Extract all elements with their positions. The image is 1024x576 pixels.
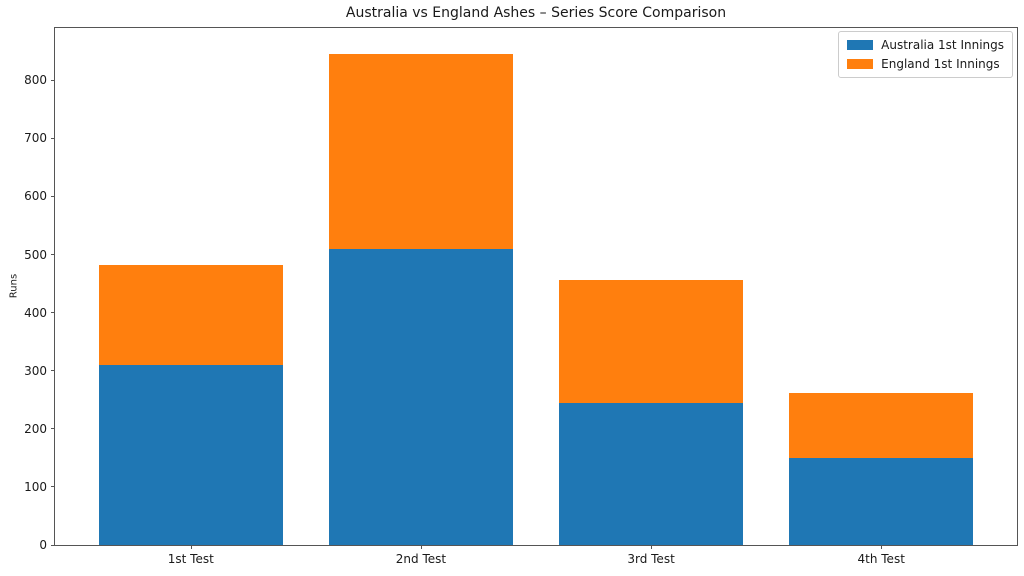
legend-label: England 1st Innings (881, 57, 1000, 71)
bar-segment-australia-1st-innings-4th-test (789, 457, 974, 545)
x-tick-label-4th-test: 4th Test (857, 552, 905, 566)
y-tick-label: 100 (24, 479, 47, 494)
x-tick-mark (190, 545, 192, 549)
x-tick-label-2nd-test: 2nd Test (395, 552, 447, 566)
legend: Australia 1st Innings England 1st Innings (838, 31, 1013, 78)
y-tick-mark (51, 312, 55, 314)
x-tick-mark (651, 545, 653, 549)
y-tick-mark (51, 428, 55, 430)
bar-segment-england-1st-innings-2nd-test (328, 54, 513, 249)
y-tick-mark (51, 79, 55, 81)
y-tick-label: 700 (24, 131, 47, 146)
legend-swatch-icon (847, 40, 874, 50)
x-tick-label-3rd-test: 3rd Test (627, 552, 675, 566)
bar-segment-australia-1st-innings-2nd-test (328, 248, 513, 545)
y-tick-label: 800 (24, 73, 47, 88)
x-tick-mark (881, 545, 883, 549)
y-tick-label: 500 (24, 247, 47, 262)
legend-swatch-icon (847, 59, 874, 69)
chart-title: Australia vs England Ashes – Series Scor… (345, 5, 727, 21)
legend-item-england-1st-innings: England 1st Innings (847, 57, 1004, 71)
y-tick-label: 200 (24, 421, 47, 436)
y-axis-label: Runs (8, 273, 20, 299)
x-tick-label-1st-test: 1st Test (167, 552, 214, 566)
y-tick-mark (51, 370, 55, 372)
x-tick-mark (420, 545, 422, 549)
y-tick-mark (51, 486, 55, 488)
bar-segment-england-1st-innings-4th-test (789, 392, 974, 458)
y-tick-label: 0 (39, 538, 47, 552)
y-tick-mark (51, 254, 55, 256)
y-tick-mark (51, 195, 55, 197)
legend-item-australia-1st-innings: Australia 1st Innings (847, 38, 1004, 52)
legend-label: Australia 1st Innings (881, 38, 1004, 52)
bar-segment-england-1st-innings-3rd-test (559, 279, 744, 403)
y-tick-mark (51, 137, 55, 139)
bar-segment-england-1st-innings-1st-test (98, 265, 283, 365)
y-tick-label: 600 (24, 189, 47, 204)
plot-area: Australia 1st Innings England 1st Innings… (24, 27, 1018, 566)
bar-segment-australia-1st-innings-1st-test (98, 364, 283, 545)
bar-segment-australia-1st-innings-3rd-test (559, 402, 744, 545)
y-tick-label: 300 (24, 363, 47, 378)
y-tick-mark (51, 544, 55, 546)
y-tick-label: 400 (24, 305, 47, 320)
